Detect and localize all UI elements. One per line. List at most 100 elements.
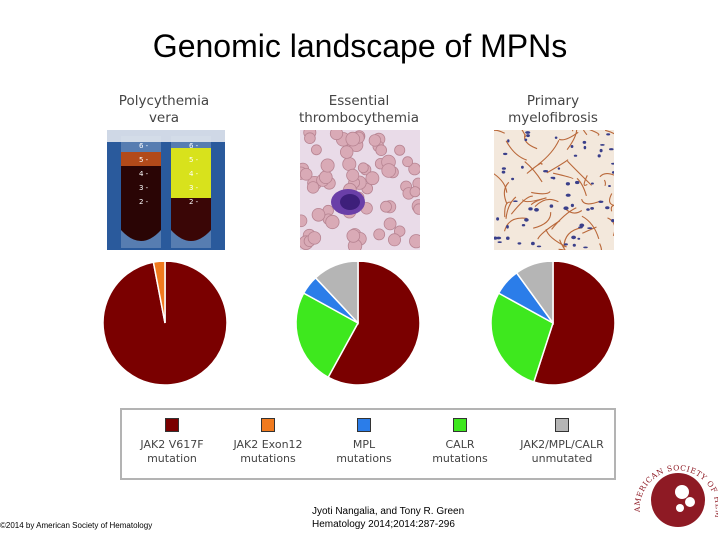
legend-item-jak2-v617f: JAK2 V617F mutation	[124, 418, 220, 466]
cell-nucleus	[524, 218, 529, 222]
legend-item-jak2-exon12: JAK2 Exon12 mutations	[220, 418, 316, 466]
reticulin-fiber	[599, 173, 614, 178]
tube-scale-mark: 6 -	[189, 142, 199, 150]
legend-swatch	[357, 418, 371, 432]
reticulin-fiber	[603, 179, 606, 187]
cell-nucleus	[517, 242, 522, 245]
reticulin-fiber	[546, 159, 569, 174]
pie-slice	[295, 292, 360, 379]
cell-nucleus	[611, 219, 614, 223]
cell-nucleus	[496, 217, 500, 221]
reticulin-fiber	[559, 239, 566, 250]
reticulin-fiber	[552, 172, 574, 180]
citation-block: Jyoti Nangalia, and Tony R. Green Hemato…	[312, 505, 464, 531]
legend-label: JAK2 Exon12 mutations	[233, 438, 303, 465]
reticulin-fiber	[537, 220, 561, 240]
legend: JAK2 V617F mutation JAK2 Exon12 mutation…	[120, 408, 616, 480]
red-blood-cell	[325, 214, 340, 230]
cell-nucleus	[501, 167, 506, 170]
legend-swatch	[555, 418, 569, 432]
pie-slice	[102, 262, 228, 386]
pie-slice	[314, 262, 359, 325]
panel-header-line2: myelofibrosis	[508, 110, 598, 126]
pie-slice	[532, 262, 616, 386]
cell-nucleus	[503, 152, 508, 156]
ash-logo: AMERICAN SOCIETY OF HEMATOLOGY	[626, 455, 720, 543]
red-blood-cell	[409, 186, 420, 198]
cell-nucleus	[554, 136, 558, 139]
red-blood-cell	[375, 144, 387, 157]
cell-nucleus	[575, 180, 580, 185]
reticulin-fiber	[599, 243, 602, 250]
tube-scale-mark: 4 -	[189, 170, 199, 178]
mutation-pie-charts	[102, 262, 616, 386]
journal-citation: Hematology 2014;2014:287-296	[312, 519, 455, 530]
cell-nucleus	[573, 154, 578, 157]
tube-scale-mark: 5 -	[139, 156, 149, 164]
red-blood-cell	[300, 168, 313, 181]
cell-nucleus	[599, 148, 603, 153]
cell-nucleus	[579, 223, 585, 228]
pie-slice	[327, 262, 421, 386]
panel-header-et: Essential thrombocythemia	[284, 93, 434, 127]
cell-nucleus	[582, 140, 587, 144]
cell-nucleus	[501, 170, 506, 174]
reticulin-fiber	[607, 217, 614, 236]
panel-header-pmf: Primary myelofibrosis	[478, 93, 628, 127]
reticulin-fiber	[504, 201, 512, 218]
reticulin-fiber	[494, 130, 505, 134]
legend-item-mpl: MPL mutations	[316, 418, 412, 466]
red-blood-cell	[346, 229, 361, 243]
tube-scale-mark: 2 -	[189, 198, 199, 206]
reticulin-fiber	[524, 133, 538, 150]
reticulin-fiber	[566, 130, 578, 151]
cell-nucleus	[590, 207, 594, 210]
authors-text: Jyoti Nangalia, and Tony R. Green	[312, 506, 465, 517]
cell-nucleus	[528, 207, 533, 211]
reticulin-fiber	[503, 217, 527, 232]
cell-nucleus	[531, 241, 535, 246]
cell-nucleus	[565, 193, 571, 197]
reticulin-fiber	[530, 197, 547, 206]
reticulin-fiber	[505, 140, 527, 161]
panel-header-line1: Essential	[328, 93, 390, 109]
reticulin-fiber	[503, 181, 510, 205]
reticulin-fiber	[589, 130, 600, 136]
cell-nucleus	[578, 226, 583, 229]
reticulin-fiber	[521, 198, 543, 203]
red-blood-cell	[310, 144, 322, 156]
red-blood-cell	[368, 134, 382, 147]
reticulin-fiber	[582, 130, 588, 136]
cell-nucleus	[506, 236, 510, 240]
blood-smear-image	[300, 130, 420, 250]
reticulin-fiber	[565, 209, 583, 214]
cell-nucleus	[600, 144, 605, 146]
panel-header-line1: Primary	[526, 93, 580, 109]
legend-swatch	[453, 418, 467, 432]
red-blood-cell	[357, 162, 369, 174]
red-blood-cell	[373, 228, 386, 241]
reticulin-fiber	[537, 139, 560, 166]
reticulin-fiber	[494, 173, 508, 193]
red-blood-cell	[408, 162, 420, 176]
reticulin-fiber	[505, 196, 517, 219]
red-blood-cell	[380, 200, 392, 213]
reticulin-fiber	[524, 161, 543, 183]
cell-nucleus	[570, 203, 574, 208]
cell-nucleus	[557, 167, 561, 170]
red-blood-cell	[345, 131, 361, 147]
cell-nucleus	[572, 243, 576, 247]
cell-nucleus	[583, 246, 588, 249]
cell-nucleus	[608, 185, 611, 187]
legend-label: CALR mutations	[432, 438, 488, 465]
panel-header-line2: thrombocythemia	[298, 110, 420, 126]
red-blood-cell	[329, 130, 344, 141]
reticulin-fiber	[604, 130, 614, 135]
red-blood-cell	[300, 214, 308, 228]
red-blood-cell	[388, 233, 402, 247]
cell-nucleus	[598, 200, 604, 203]
pie-slice	[515, 262, 554, 326]
cell-nucleus	[606, 133, 611, 136]
cell-nucleus	[525, 131, 531, 134]
tube-scale-mark: 2 -	[139, 198, 149, 206]
